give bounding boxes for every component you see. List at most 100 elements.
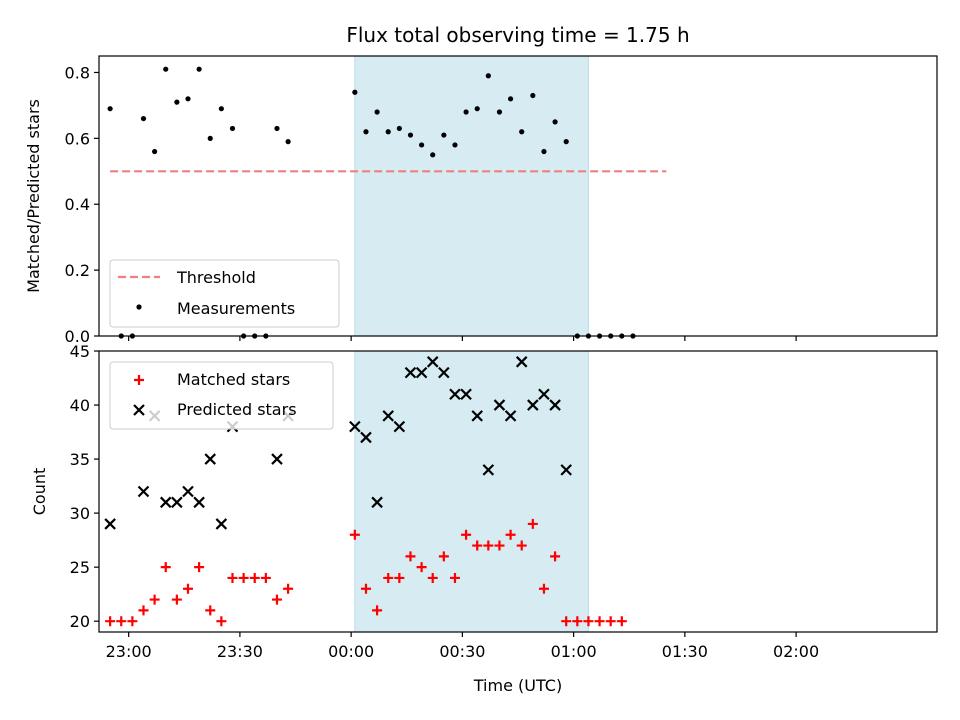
y-tick-label-top-1: 0.2: [65, 261, 90, 280]
matched-stars-point-38: [583, 616, 594, 627]
matched-stars-point-31: [505, 529, 516, 540]
measurement-point-24: [430, 152, 436, 158]
predicted-stars-point-22: [404, 366, 417, 379]
measurement-point-10: [218, 106, 224, 112]
measurement-point-32: [519, 129, 525, 135]
count-panel: 20 25 30 35 40 45 23:00 23:30 00:00 00:30 01:00 01:…: [30, 342, 938, 661]
matched-stars-point-37: [572, 616, 583, 627]
measurement-point-8: [196, 66, 202, 72]
measurement-point-17: [352, 89, 358, 95]
matched-stars-point-16: [283, 583, 294, 594]
measurement-point-36: [563, 139, 569, 145]
y-axis-label-top: Matched/Predicted stars: [24, 99, 43, 293]
measurement-point-29: [485, 73, 491, 79]
matched-stars-point-21: [394, 572, 405, 583]
matched-stars-point-5: [160, 562, 171, 573]
matched-stars-point-8: [194, 562, 205, 573]
matched-stars-point-34: [538, 583, 549, 594]
predicted-stars-point-32: [515, 356, 528, 368]
predicted-stars-point-19: [371, 496, 383, 509]
y-tick-label-bottom-5: 45: [70, 342, 90, 361]
measurement-point-20: [385, 129, 391, 135]
x-tick-label-5: 01:30: [662, 642, 708, 661]
x-tick-label-6: 02:00: [773, 642, 819, 661]
matched-stars-point-20: [383, 572, 394, 583]
measurement-point-26: [452, 142, 458, 148]
x-tick-label-1: 23:30: [217, 642, 263, 661]
legend-predicted-marker: [133, 404, 145, 416]
y-tick-label-top-0: 0.0: [65, 327, 90, 346]
predicted-stars-point-36: [560, 464, 572, 476]
x-tick-label-4: 01:00: [551, 642, 597, 661]
matched-stars-point-28: [472, 540, 483, 551]
predicted-stars-point-10: [215, 518, 228, 530]
measurement-point-4: [152, 148, 158, 155]
measurement-point-28: [474, 106, 480, 112]
predicted-stars-point-17: [349, 420, 361, 433]
matched-stars-point-6: [171, 594, 182, 605]
matched-stars-point-18: [360, 583, 371, 594]
matched-stars-point-4: [149, 594, 160, 605]
x-tick-label-3: 00:30: [439, 642, 485, 661]
predicted-stars-point-6: [171, 496, 183, 509]
axes-frame-bottom: [98, 350, 938, 633]
matched-stars-point-9: [205, 605, 216, 616]
measurement-point-35: [552, 119, 558, 125]
predicted-stars-point-28: [471, 410, 483, 422]
y-tick-label-top-2: 0.4: [65, 195, 90, 214]
matched-stars-point-14: [260, 572, 271, 583]
measurement-point-0: [107, 106, 113, 112]
legend-matched-label: Matched stars: [177, 370, 290, 389]
x-tick-label-2: 00:00: [328, 642, 374, 661]
predicted-stars-point-35: [549, 399, 561, 411]
legend-box-top: [109, 259, 340, 328]
predicted-stars-point-3: [137, 485, 150, 498]
predicted-stars-point-7: [182, 485, 194, 498]
predicted-stars-point-21: [393, 420, 406, 433]
y-axis-label-bottom: Count: [30, 468, 49, 516]
legend-predicted-label: Predicted stars: [177, 400, 297, 419]
measurement-point-31: [507, 96, 514, 102]
legend-matched-marker: [134, 375, 144, 385]
matched-stars-point-15: [271, 594, 282, 605]
measurement-point-6: [174, 99, 180, 105]
y-tick-label-top-3: 0.6: [65, 129, 90, 148]
matched-stars-point-27: [461, 529, 472, 540]
matched-stars-point-41: [616, 616, 627, 627]
measurement-point-5: [163, 66, 169, 72]
y-tick-label-top-4: 0.8: [65, 63, 90, 82]
matched-stars-point-35: [550, 551, 561, 562]
matched-stars-point-3: [138, 605, 149, 616]
predicted-stars-point-34: [538, 388, 550, 401]
legend-threshold-label: Threshold: [176, 268, 256, 287]
x-tick-label-0: 23:00: [106, 642, 152, 661]
legend-measurements-marker: [136, 304, 142, 310]
y-tick-label-bottom-3: 35: [70, 450, 90, 469]
legend-measurements-label: Measurements: [177, 299, 295, 318]
predicted-stars-point-27: [460, 388, 472, 401]
x-axis-label: Time (UTC): [473, 676, 562, 695]
measurement-point-3: [140, 115, 147, 122]
predicted-stars-point-20: [382, 410, 394, 422]
measurement-point-11: [229, 125, 236, 132]
matched-stars-point-12: [238, 572, 249, 583]
legend-box-bottom: [109, 361, 334, 430]
measurement-point-16: [285, 139, 291, 145]
predicted-stars-point-24: [426, 356, 439, 368]
predicted-stars-point-23: [415, 366, 428, 379]
matched-stars-point-1: [116, 616, 127, 627]
matched-stars-point-26: [449, 572, 460, 583]
predicted-stars-point-25: [438, 366, 450, 379]
measurement-point-9: [207, 135, 213, 141]
observing-interval-bottom: [354, 350, 589, 633]
measurement-point-19: [374, 109, 380, 115]
matched-stars-point-36: [561, 616, 572, 627]
measurement-point-23: [418, 142, 425, 148]
axes-frame-top: [98, 55, 938, 337]
observing-interval-top: [354, 55, 589, 337]
matched-stars-point-22: [405, 551, 416, 562]
measurement-point-34: [541, 148, 547, 155]
measurement-point-25: [441, 132, 447, 138]
matched-stars-point-32: [516, 540, 527, 551]
